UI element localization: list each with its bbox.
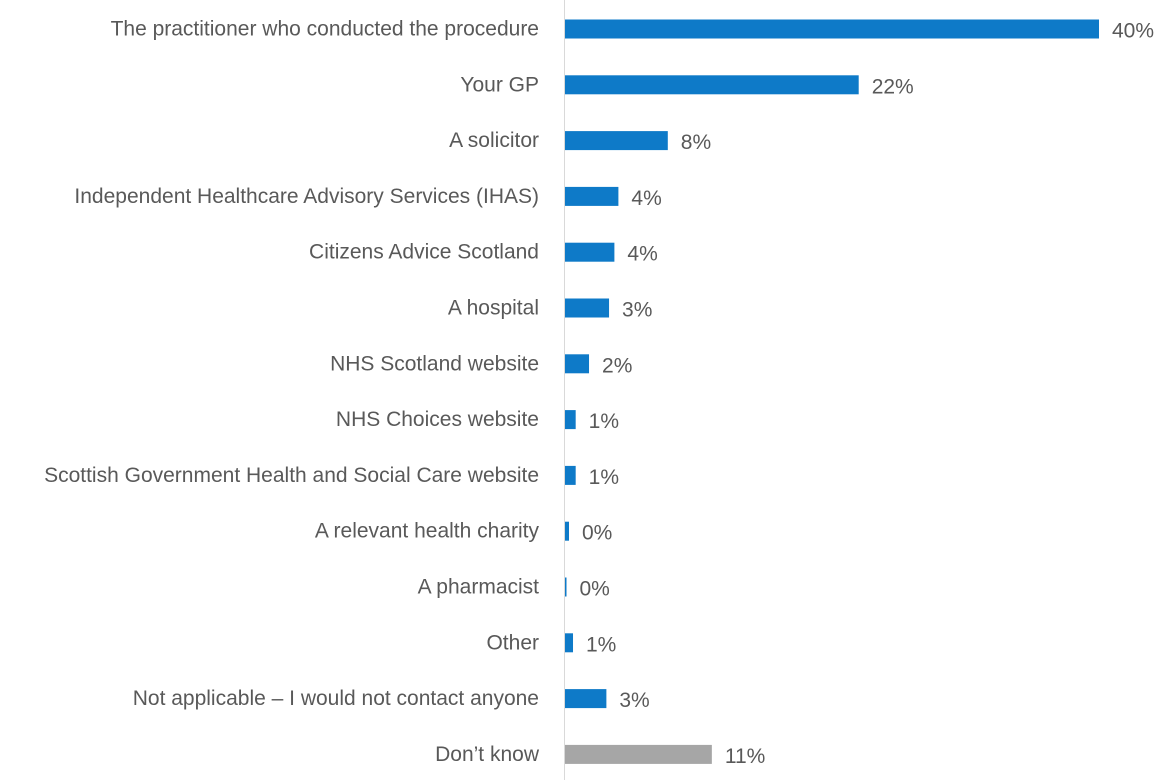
bar <box>565 354 589 373</box>
category-labels: The practitioner who conducted the proce… <box>44 18 540 766</box>
category-label: Other <box>486 631 539 654</box>
bar <box>565 187 618 206</box>
bar <box>565 243 614 262</box>
value-label: 22% <box>872 75 914 98</box>
value-label: 3% <box>619 689 649 712</box>
value-label: 4% <box>627 243 657 266</box>
bar <box>565 466 576 485</box>
value-label: 0% <box>582 522 612 545</box>
bar <box>565 689 606 708</box>
value-label: 8% <box>681 131 711 154</box>
category-label: Not applicable – I would not contact any… <box>133 687 539 710</box>
bar <box>565 633 573 652</box>
value-label: 1% <box>589 466 619 489</box>
category-label: A relevant health charity <box>315 520 540 543</box>
value-label: 2% <box>602 354 632 377</box>
category-label: Your GP <box>460 73 539 96</box>
value-label: 1% <box>589 410 619 433</box>
category-label: Scottish Government Health and Social Ca… <box>44 464 539 487</box>
category-label: Independent Healthcare Advisory Services… <box>74 185 539 208</box>
value-label: 40% <box>1112 20 1154 43</box>
category-label: The practitioner who conducted the proce… <box>111 18 539 41</box>
value-label: 4% <box>631 187 661 210</box>
bar <box>565 522 569 541</box>
bar <box>565 745 712 764</box>
category-label: A pharmacist <box>418 576 540 599</box>
bar <box>565 410 576 429</box>
category-label: NHS Scotland website <box>330 352 539 375</box>
value-label: 11% <box>725 745 765 768</box>
value-label: 0% <box>580 578 610 601</box>
category-label: Citizens Advice Scotland <box>309 241 539 264</box>
bar <box>565 131 668 150</box>
value-label: 1% <box>586 633 616 656</box>
category-label: A hospital <box>448 297 539 320</box>
category-label: NHS Choices website <box>336 408 539 431</box>
value-label: 3% <box>622 299 652 322</box>
bar <box>565 578 567 597</box>
bars <box>565 20 1099 764</box>
category-label: A solicitor <box>449 129 539 152</box>
category-label: Don’t know <box>435 743 540 766</box>
bar <box>565 75 859 94</box>
bar <box>565 20 1099 39</box>
bar <box>565 299 609 318</box>
